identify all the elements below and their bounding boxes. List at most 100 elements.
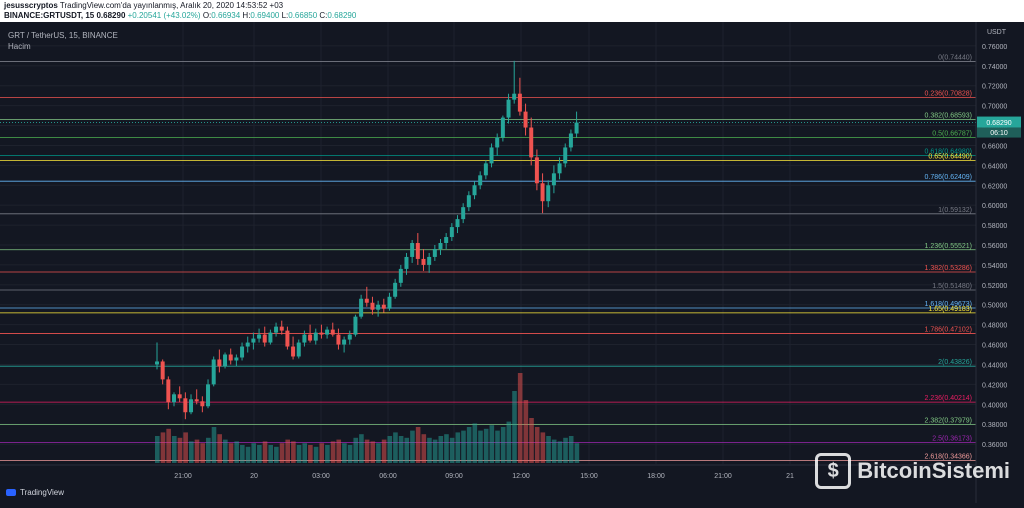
candle-body	[444, 237, 449, 244]
volume-bar	[308, 445, 313, 463]
y-tick-label: 0.42000	[982, 382, 1007, 389]
x-tick-label: 21:00	[714, 473, 732, 480]
candle-body	[325, 329, 330, 335]
current-price-label: 0.68290	[986, 120, 1011, 127]
price-change: +0.20541 (+43.02%)	[127, 11, 201, 20]
chart-area[interactable]: 0(0.74440) 0.236(0.70828) 0.382(0.68593) 0.…	[0, 22, 1024, 503]
candle-body	[370, 302, 375, 310]
volume-bar	[563, 437, 568, 463]
y-tick-label: 0.56000	[982, 243, 1007, 250]
candle-body	[359, 298, 364, 317]
y-tick-label: 0.76000	[982, 44, 1007, 51]
volume-bar	[489, 425, 495, 463]
watermark: $ BitcoinSistemi	[815, 453, 1010, 489]
y-tick-label: 0.46000	[982, 343, 1007, 350]
volume-bar	[381, 439, 387, 463]
candle-body	[211, 359, 216, 385]
volume-bar	[240, 445, 245, 463]
volume-bar	[415, 427, 421, 463]
volume-bar	[245, 446, 251, 463]
volume-legend: Hacim	[8, 42, 31, 51]
candle-body	[279, 326, 284, 331]
low-value: 0.66850	[288, 11, 318, 20]
y-tick-label: 0.64000	[982, 163, 1007, 170]
candle-body	[540, 183, 545, 202]
candle-body	[166, 379, 171, 403]
candle-body	[495, 137, 500, 148]
candle-body	[376, 304, 381, 310]
y-tick-label: 0.62000	[982, 183, 1007, 190]
candle-body	[172, 394, 177, 403]
fib-level-label: 0.236(0.70828)	[925, 90, 972, 97]
y-tick-label: 0.60000	[982, 203, 1007, 210]
volume-bar	[478, 430, 483, 463]
candle-body	[274, 326, 279, 333]
volume-bar	[534, 427, 540, 463]
watermark-text: BitcoinSistemi	[857, 458, 1010, 483]
volume-bar	[353, 437, 359, 463]
y-tick-label: 0.72000	[982, 84, 1007, 91]
candle-body	[478, 175, 483, 186]
volume-bar	[177, 437, 183, 463]
volume-bar	[296, 445, 302, 463]
candle-body	[466, 195, 471, 208]
volume-bar	[330, 441, 336, 463]
x-tick-label: 18:00	[647, 473, 665, 480]
volume-bar	[427, 437, 432, 463]
volume-bar	[444, 434, 449, 463]
currency-label: USDT	[987, 29, 1007, 36]
volume-bar	[325, 445, 330, 463]
candle-body	[551, 173, 556, 186]
candle-body	[534, 157, 539, 184]
tradingview-label: TradingView	[20, 488, 65, 497]
candle-body	[353, 316, 358, 335]
volume-bar	[466, 427, 472, 463]
high-label: H:	[242, 11, 251, 20]
volume-bar	[455, 432, 461, 463]
candle-body	[155, 361, 159, 365]
volume-bar	[500, 427, 506, 463]
fib-level-label: 1.786(0.47102)	[925, 327, 972, 334]
candle-body	[336, 334, 341, 345]
candle-body	[500, 117, 505, 138]
fib-level-label: 0.382(0.68593)	[925, 113, 972, 120]
low-label: L:	[281, 11, 289, 20]
candle-body	[563, 147, 568, 164]
volume-bar	[291, 441, 296, 463]
x-tick-label: 12:00	[512, 473, 530, 480]
volume-bar	[274, 446, 279, 463]
volume-bar	[540, 432, 546, 463]
candlestick-chart[interactable]: 0(0.74440) 0.236(0.70828) 0.382(0.68593) 0.…	[0, 22, 1024, 503]
y-tick-label: 0.40000	[982, 402, 1007, 409]
candle-body	[262, 334, 267, 343]
candle-body	[517, 93, 522, 112]
author-name[interactable]: jesusscryptos	[4, 1, 58, 10]
symbol-info: BINANCE:GRTUSDT, 15	[4, 11, 95, 20]
volume-bar	[557, 441, 563, 463]
candle-body	[393, 282, 398, 297]
candle-body	[302, 334, 307, 343]
volume-bar	[370, 441, 376, 463]
fib-level-label: 1.236(0.55521)	[925, 243, 972, 250]
high-value: 0.69400	[250, 11, 280, 20]
tradingview-logo[interactable]: TradingView	[6, 488, 64, 497]
candle-body	[387, 296, 392, 309]
fib-level-label: 2.618(0.34366)	[925, 453, 972, 460]
candle-body	[404, 256, 409, 269]
close-label: C:	[319, 11, 328, 20]
volume-bar	[529, 418, 534, 463]
fib-level-label: 2.382(0.37979)	[925, 417, 972, 424]
x-tick-label: 06:00	[379, 473, 397, 480]
volume-bar	[302, 443, 308, 463]
x-tick-label: 21:00	[174, 473, 192, 480]
volume-bar	[512, 391, 517, 463]
candle-body	[160, 361, 165, 380]
candle-body	[512, 93, 517, 100]
volume-bar	[336, 439, 342, 463]
y-tick-label: 0.48000	[982, 323, 1007, 330]
volume-bar	[376, 443, 381, 463]
candle-body	[398, 268, 403, 283]
candle-body	[291, 346, 296, 357]
volume-bar	[342, 443, 347, 463]
candle-body	[381, 304, 386, 309]
